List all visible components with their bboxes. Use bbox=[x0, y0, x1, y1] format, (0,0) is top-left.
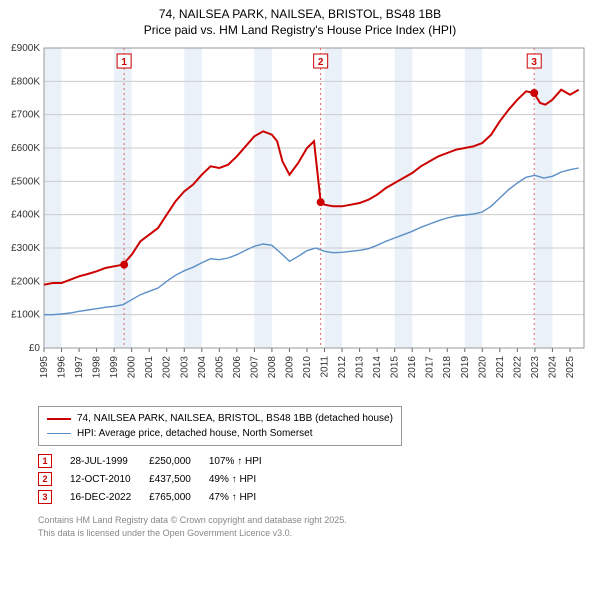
chart-plot-area: £0 £100K £200K £300K £400K £500K £600K £700K £80… bbox=[10, 42, 590, 402]
svg-text:£600K: £600K bbox=[11, 143, 40, 154]
svg-text:2002: 2002 bbox=[162, 356, 173, 379]
table-row: 2 12-OCT-2010£437,50049% ↑ HPI bbox=[38, 470, 280, 488]
footer-line1: Contains HM Land Registry data © Crown c… bbox=[38, 514, 590, 526]
svg-text:2018: 2018 bbox=[442, 356, 453, 379]
chart-title: 74, NAILSEA PARK, NAILSEA, BRISTOL, BS48… bbox=[10, 6, 590, 38]
sale-date: 16-DEC-2022 bbox=[70, 488, 149, 506]
sale-date: 28-JUL-1999 bbox=[70, 452, 149, 470]
svg-text:2006: 2006 bbox=[232, 356, 243, 379]
svg-text:1: 1 bbox=[121, 57, 127, 68]
svg-text:2007: 2007 bbox=[249, 356, 260, 379]
sale-index-box: 2 bbox=[38, 472, 52, 486]
svg-text:2016: 2016 bbox=[407, 356, 418, 379]
table-row: 1 28-JUL-1999£250,000107% ↑ HPI bbox=[38, 452, 280, 470]
legend-swatch bbox=[47, 418, 71, 420]
svg-text:2019: 2019 bbox=[460, 356, 471, 379]
sale-date: 12-OCT-2010 bbox=[70, 470, 149, 488]
svg-text:£700K: £700K bbox=[11, 110, 40, 121]
title-subtitle: Price paid vs. HM Land Registry's House … bbox=[10, 22, 590, 38]
legend-row: HPI: Average price, detached house, Nort… bbox=[47, 426, 393, 441]
svg-text:2021: 2021 bbox=[495, 356, 506, 379]
svg-text:2005: 2005 bbox=[214, 356, 225, 379]
svg-text:£500K: £500K bbox=[11, 177, 40, 188]
svg-text:2009: 2009 bbox=[284, 356, 295, 379]
svg-text:2014: 2014 bbox=[372, 356, 383, 379]
svg-text:2012: 2012 bbox=[337, 356, 348, 379]
svg-text:2025: 2025 bbox=[565, 356, 576, 379]
svg-text:2001: 2001 bbox=[144, 356, 155, 379]
svg-text:£0: £0 bbox=[29, 343, 41, 354]
svg-text:2017: 2017 bbox=[425, 356, 436, 379]
svg-text:2008: 2008 bbox=[267, 356, 278, 379]
svg-text:2015: 2015 bbox=[390, 356, 401, 379]
svg-text:2024: 2024 bbox=[547, 356, 558, 379]
sale-hpi-delta: 47% ↑ HPI bbox=[209, 488, 280, 506]
sale-price: £250,000 bbox=[149, 452, 209, 470]
legend: 74, NAILSEA PARK, NAILSEA, BRISTOL, BS48… bbox=[38, 406, 402, 446]
svg-text:2000: 2000 bbox=[127, 356, 138, 379]
sale-hpi-delta: 49% ↑ HPI bbox=[209, 470, 280, 488]
table-row: 3 16-DEC-2022£765,00047% ↑ HPI bbox=[38, 488, 280, 506]
svg-text:2010: 2010 bbox=[302, 356, 313, 379]
sale-index-box: 3 bbox=[38, 490, 52, 504]
svg-text:1999: 1999 bbox=[109, 356, 120, 379]
footer-line2: This data is licensed under the Open Gov… bbox=[38, 527, 590, 539]
svg-text:3: 3 bbox=[531, 57, 537, 68]
legend-row: 74, NAILSEA PARK, NAILSEA, BRISTOL, BS48… bbox=[47, 411, 393, 426]
sale-price: £765,000 bbox=[149, 488, 209, 506]
svg-text:2013: 2013 bbox=[355, 356, 366, 379]
sale-point-1 bbox=[120, 261, 128, 269]
legend-swatch bbox=[47, 433, 71, 434]
svg-text:1995: 1995 bbox=[39, 356, 50, 379]
svg-text:£200K: £200K bbox=[11, 277, 40, 288]
sale-point-2 bbox=[317, 199, 325, 207]
svg-text:2003: 2003 bbox=[179, 356, 190, 379]
svg-text:1998: 1998 bbox=[92, 356, 103, 379]
title-address: 74, NAILSEA PARK, NAILSEA, BRISTOL, BS48… bbox=[10, 6, 590, 22]
sale-point-3 bbox=[530, 89, 538, 97]
svg-text:£100K: £100K bbox=[11, 310, 40, 321]
sale-hpi-delta: 107% ↑ HPI bbox=[209, 452, 280, 470]
svg-text:£400K: £400K bbox=[11, 210, 40, 221]
svg-text:1996: 1996 bbox=[57, 356, 68, 379]
sales-table: 1 28-JUL-1999£250,000107% ↑ HPI 2 12-OCT-20… bbox=[38, 452, 280, 506]
svg-text:2004: 2004 bbox=[197, 356, 208, 379]
sale-price: £437,500 bbox=[149, 470, 209, 488]
svg-text:2023: 2023 bbox=[530, 356, 541, 379]
legend-label: 74, NAILSEA PARK, NAILSEA, BRISTOL, BS48… bbox=[77, 411, 393, 426]
svg-text:2022: 2022 bbox=[512, 356, 523, 379]
chart-container: 74, NAILSEA PARK, NAILSEA, BRISTOL, BS48… bbox=[0, 0, 600, 547]
line-chart-svg: £0 £100K £200K £300K £400K £500K £600K £700K £80… bbox=[10, 42, 590, 402]
svg-text:2020: 2020 bbox=[477, 356, 488, 379]
svg-text:£900K: £900K bbox=[11, 43, 40, 54]
svg-text:£800K: £800K bbox=[11, 77, 40, 88]
svg-text:2011: 2011 bbox=[320, 356, 331, 378]
sale-index-box: 1 bbox=[38, 454, 52, 468]
svg-text:2: 2 bbox=[318, 57, 324, 68]
license-footer: Contains HM Land Registry data © Crown c… bbox=[38, 514, 590, 538]
svg-text:1997: 1997 bbox=[74, 356, 85, 379]
legend-label: HPI: Average price, detached house, Nort… bbox=[77, 426, 313, 441]
svg-text:£300K: £300K bbox=[11, 243, 40, 254]
